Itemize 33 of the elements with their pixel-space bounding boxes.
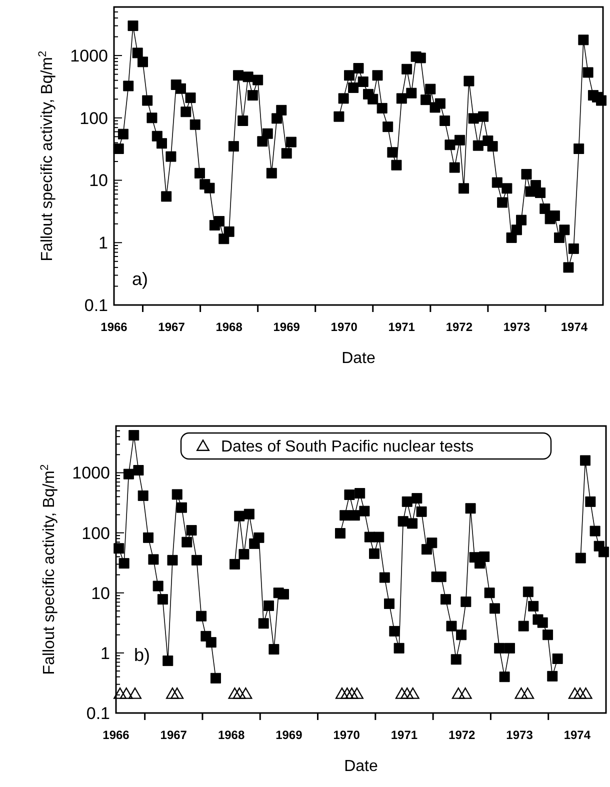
y-tick-label: 10 [89,171,108,190]
y-tick-label: 0.1 [84,296,108,315]
x-axis-title: Date [344,758,378,775]
x-tick-label: 1972 [448,728,476,742]
x-tick-label: 1973 [503,320,530,334]
x-tick-label: 1968 [218,728,245,742]
x-tick-label: 1969 [273,320,300,334]
y-tick-label: 1000 [70,46,108,66]
annotation: a) [132,269,148,289]
y-tick-label: 1000 [72,464,110,483]
y-tick-label: 100 [80,108,108,128]
x-tick-label: 1966 [100,320,128,334]
x-tick-label: 1973 [506,728,534,742]
y-tick-label: 0.1 [86,704,110,723]
x-tick-label: 1974 [564,728,591,742]
x-axis-title: Date [342,350,376,367]
x-tick-label: 1970 [333,728,360,742]
annotation: b) [134,645,150,665]
y-tick-label: 1 [98,234,108,253]
x-tick-label: 1970 [330,320,358,334]
x-tick-label: 1968 [216,320,243,334]
x-tick-label: 1971 [388,320,416,334]
y-tick-label: 10 [91,584,110,603]
x-tick-label: 1972 [446,320,473,334]
y-tick-label: 1 [100,644,110,663]
x-tick-label: 1974 [560,320,588,334]
x-tick-label: 1967 [158,320,186,334]
x-tick-label: 1969 [276,728,303,742]
y-tick-label: 100 [82,524,110,543]
legend-label: Dates of South Pacific nuclear tests [221,438,474,456]
x-tick-label: 1967 [160,728,188,742]
x-tick-label: 1971 [390,728,418,742]
x-tick-label: 1966 [102,728,130,742]
